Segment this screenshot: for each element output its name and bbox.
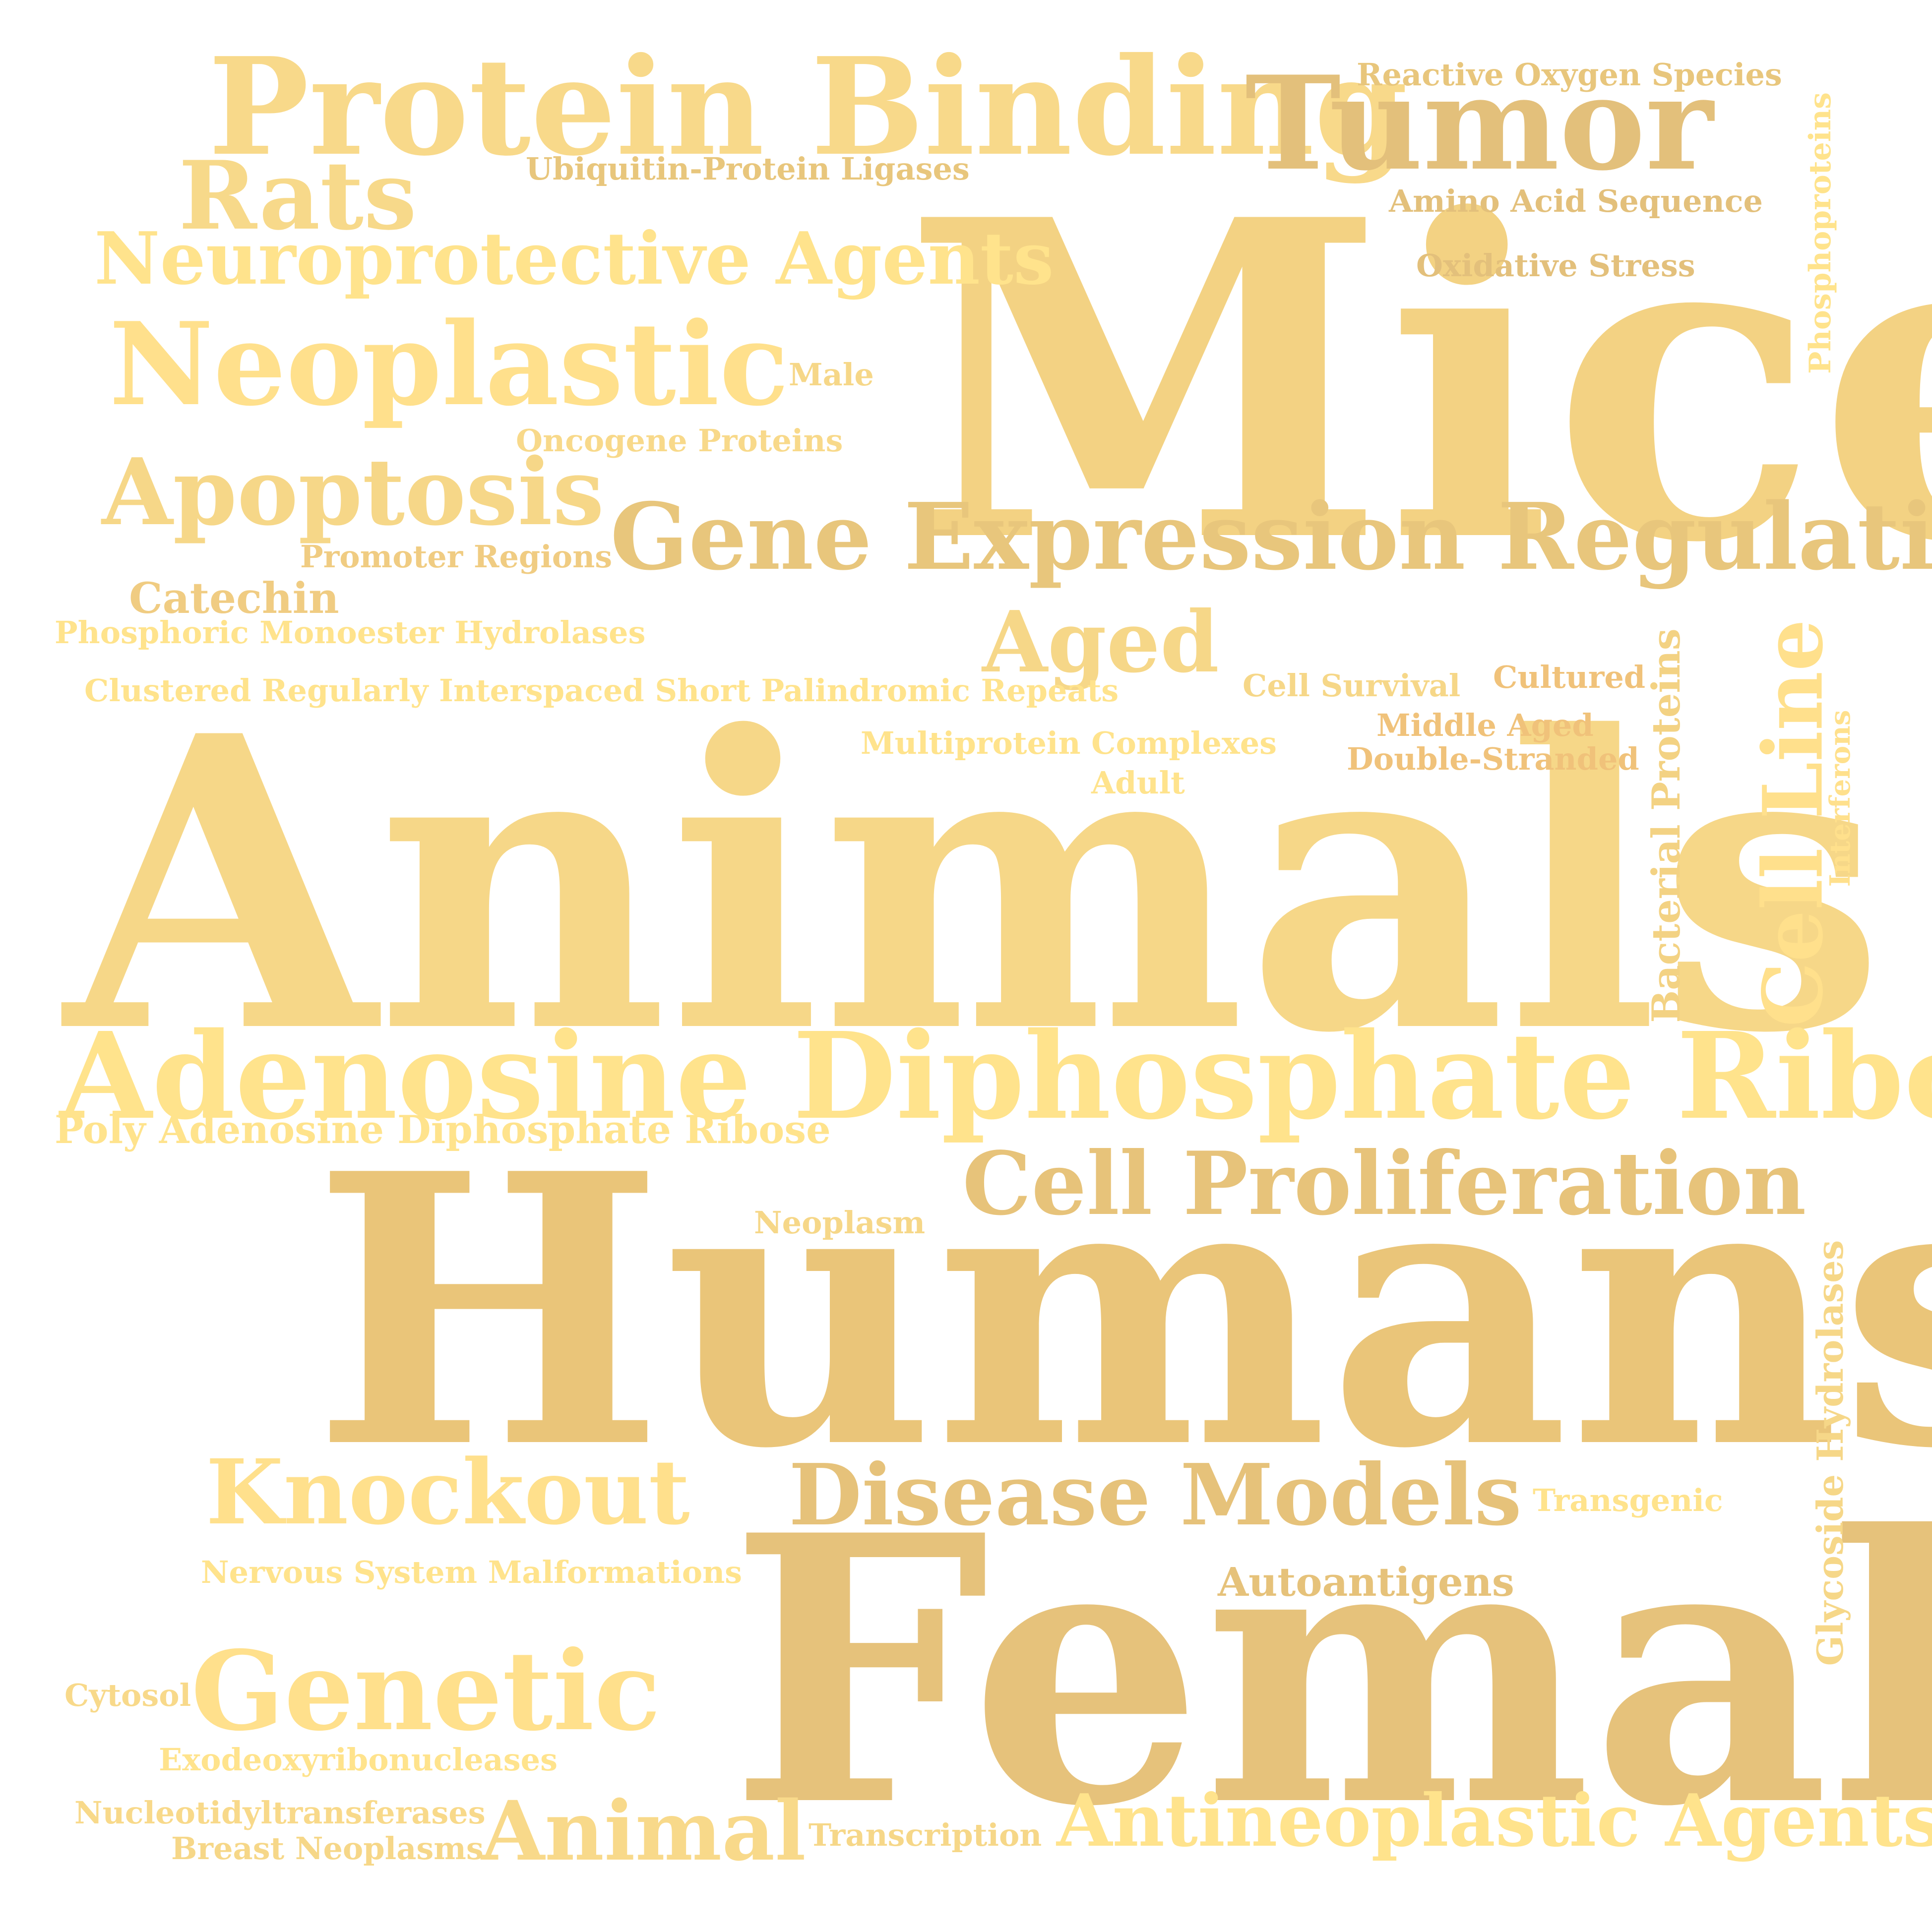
word-male: Male	[789, 357, 874, 393]
word-genetic: Genetic	[191, 1627, 661, 1755]
word-nucleotidyltransferases: Nucleotidyltransferases	[74, 1795, 486, 1831]
word-promoter-regions: Promoter Regions	[300, 539, 613, 575]
word-middle-aged: Middle Aged	[1376, 707, 1594, 743]
word-cell-survival: Cell Survival	[1243, 667, 1461, 704]
word-bacterial-proteins: Bacterial Proteins	[1644, 628, 1689, 1023]
word-antineoplastic-agents: Antineoplastic Agents	[1057, 1779, 1932, 1863]
word-autoantigens: Autoantigens	[1218, 1559, 1514, 1605]
word-amino-acid-sequence: Amino Acid Sequence	[1389, 183, 1763, 219]
word-phosphoproteins: Phosphoproteins	[1803, 92, 1838, 374]
word-nervous-system-malformations: Nervous System Malformations	[201, 1554, 743, 1590]
word-crispr: Clustered Regularly Interspaced Short Pa…	[84, 672, 1119, 709]
word-phosphoric-monoester-hydrolases: Phosphoric Monoester Hydrolases	[55, 614, 646, 651]
word-protein-binding: Protein Binding	[208, 28, 1408, 185]
word-mice: Mice	[903, 125, 1932, 638]
word-breast-neoplasms: Breast Neoplasms	[171, 1830, 484, 1867]
word-gene-expression-regulation: Gene Expression Regulation	[610, 483, 1932, 591]
word-interferons: Interferons	[1824, 710, 1857, 887]
word-cell-line: Cell Line	[1745, 619, 1841, 1027]
word-neuroprotective-agents: Neuroprotective Agents	[94, 217, 1054, 301]
word-glycoside-hydrolases: Glycoside Hydrolases	[1809, 1240, 1851, 1666]
word-tumor: Tumor	[1245, 48, 1714, 199]
word-animal: Animal	[481, 1783, 806, 1879]
word-knockout: Knockout	[206, 1440, 690, 1545]
word-neoplastic: Neoplastic	[109, 298, 789, 431]
word-poly-adp-ribose: Poly Adenosine Diphosphate Ribose	[55, 1107, 831, 1152]
word-rats: Rats	[179, 140, 417, 251]
word-reactive-oxygen-species: Reactive Oxygen Species	[1357, 57, 1782, 93]
word-cell-proliferation: Cell Proliferation	[962, 1133, 1807, 1235]
word-multiprotein-complexes: Multiprotein Complexes	[861, 725, 1277, 761]
word-aged: Aged	[982, 593, 1219, 692]
word-catechin: Catechin	[129, 574, 339, 623]
word-cultured: Cultured	[1493, 659, 1646, 695]
word-double-stranded: Double-Stranded	[1347, 741, 1639, 777]
word-disease-models: Disease Models	[789, 1446, 1522, 1545]
word-adult: Adult	[1091, 765, 1185, 801]
word-exodeoxyribonucleases: Exodeoxyribonucleases	[159, 1742, 558, 1778]
word-ubiquitin-protein-ligases: Ubiquitin-Protein Ligases	[526, 151, 970, 187]
word-adenosine-diphosphate-ribose: Adenosine Diphosphate Ribose	[60, 1006, 1932, 1146]
word-transcription: Transcription	[809, 1817, 1042, 1853]
word-cytosol: Cytosol	[64, 1677, 191, 1713]
word-neoplasm: Neoplasm	[754, 1205, 926, 1241]
word-female: Female	[729, 1455, 1932, 1887]
word-transgenic: Transgenic	[1533, 1482, 1723, 1518]
word-apoptosis: Apoptosis	[102, 438, 605, 546]
word-humans: Humans	[312, 1093, 1932, 1530]
word-oxidative-stress: Oxidative Stress	[1416, 247, 1695, 284]
word-oncogene-proteins: Oncogene Proteins	[516, 423, 843, 459]
word-animals: Animals	[64, 649, 1885, 1121]
